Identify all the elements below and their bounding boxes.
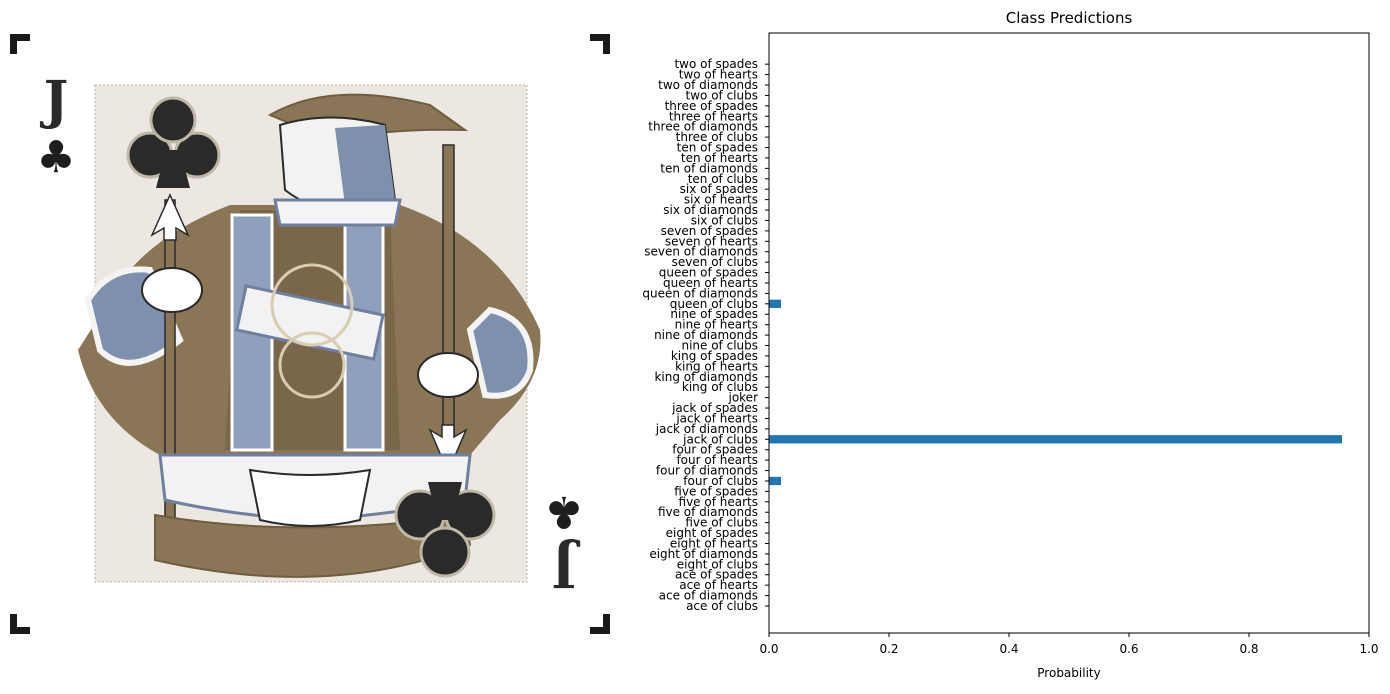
lower-figure-hat [154,513,472,578]
x-axis-label: Probability [1037,666,1100,680]
y-tick-label-nine-of-spades: nine of spades [670,307,758,321]
x-tick-label-0.2: 0.2 [879,642,898,656]
y-tick-label-nine-of-clubs: nine of clubs [681,339,758,353]
bar-queen-of-clubs [769,299,781,308]
x-tick-label-0.0: 0.0 [759,642,778,656]
y-tick-label-three-of-diamonds: three of diamonds [648,120,758,134]
y-tick-label-eight-of-diamonds: eight of diamonds [649,547,758,561]
chart-title: Class Predictions [1006,9,1133,27]
y-tick-label-nine-of-hearts: nine of hearts [675,318,758,332]
sleeve-right [466,306,534,399]
corner-mark-bottom-left [10,614,30,634]
plot-area-frame [768,32,1370,634]
y-tick-label-joker: joker [727,391,758,405]
x-tick-label-0.4: 0.4 [999,642,1018,656]
y-tick-label-queen-of-hearts: queen of hearts [663,276,758,290]
y-tick-label-nine-of-diamonds: nine of diamonds [654,328,758,342]
y-tick-label-six-of-hearts: six of hearts [684,193,758,207]
jack-of-clubs-card: J ♣ J ♣ [10,34,610,634]
y-tick-label-queen-of-clubs: queen of clubs [670,297,758,311]
y-tick-label-seven-of-clubs: seven of clubs [672,255,758,269]
x-tick-label-0.6: 0.6 [1119,642,1138,656]
y-tick-label-ace-of-spades: ace of spades [675,568,758,582]
y-tick-label-ten-of-spades: ten of spades [677,141,758,155]
y-tick-label-eight-of-hearts: eight of hearts [670,536,758,550]
x-tick-label-0.8: 0.8 [1239,642,1258,656]
y-tick-label-queen-of-diamonds: queen of diamonds [642,286,758,300]
y-tick-label-eight-of-spades: eight of spades [666,526,758,540]
hand-left [141,267,203,313]
x-axis: 0.0 0.2 0.4 0.6 0.8 1.0 [759,633,1379,656]
y-tick-label-jack-of-spades: jack of spades [671,401,758,415]
jack-collar [273,198,402,227]
y-tick-label-king-of-hearts: king of hearts [675,359,758,373]
y-tick-label-five-of-clubs: five of clubs [685,516,758,530]
rank-index-top: J [40,70,69,131]
y-tick-label-jack-of-clubs: jack of clubs [682,432,758,446]
y-tick-label-seven-of-hearts: seven of hearts [665,234,758,248]
bar-jack-of-clubs [769,435,1342,444]
y-tick-label-two-of-clubs: two of clubs [686,88,758,102]
y-tick-label-five-of-spades: five of spades [674,484,758,498]
y-tick-label-two-of-spades: two of spades [674,57,758,71]
y-tick-label-ten-of-diamonds: ten of diamonds [660,161,758,175]
y-tick-label-queen-of-spades: queen of spades [659,266,758,280]
bar-four-of-clubs [769,476,781,486]
y-tick-label-two-of-diamonds: two of diamonds [658,78,758,92]
corner-mark-top-left [10,34,30,54]
y-tick-label-ace-of-hearts: ace of hearts [679,578,758,592]
y-tick-label-seven-of-spades: seven of spades [661,224,758,238]
y-tick-label-five-of-diamonds: five of diamonds [658,505,758,519]
y-tick-label-three-of-hearts: three of hearts [669,109,758,123]
y-tick-label-jack-of-diamonds: jack of diamonds [655,422,758,436]
corner-mark-top-right [590,34,610,54]
y-tick-label-seven-of-diamonds: seven of diamonds [644,245,758,259]
y-tick-label-ten-of-hearts: ten of hearts [681,151,758,165]
card-image-panel: J ♣ J ♣ [0,0,620,690]
jack-hair [335,125,395,205]
y-tick-label-four-of-clubs: four of clubs [683,474,758,488]
suit-index-top: ♣ [36,132,75,183]
y-tick-label-king-of-spades: king of spades [671,349,758,363]
y-tick-label-ace-of-diamonds: ace of diamonds [659,589,758,603]
y-tick-label-six-of-diamonds: six of diamonds [663,203,758,217]
y-tick-label-six-of-clubs: six of clubs [691,213,758,227]
hand-right [417,352,479,398]
bars-layer [769,299,1342,486]
y-tick-label-three-of-spades: three of spades [665,99,758,113]
y-tick-label-four-of-spades: four of spades [672,443,758,457]
y-tick-label-four-of-hearts: four of hearts [676,453,758,467]
x-tick-label-1.0: 1.0 [1359,642,1378,656]
y-tick-label-six-of-spades: six of spades [680,182,758,196]
y-tick-label-king-of-diamonds: king of diamonds [654,370,758,384]
y-tick-label-jack-of-hearts: jack of hearts [675,411,758,425]
y-tick-label-king-of-clubs: king of clubs [682,380,758,394]
y-tick-label-two-of-hearts: two of hearts [679,68,758,82]
y-tick-label-eight-of-clubs: eight of clubs [677,557,758,571]
y-tick-label-three-of-clubs: three of clubs [676,130,758,144]
suit-index-bottom: ♣ [544,486,583,537]
y-tick-label-five-of-hearts: five of hearts [679,495,758,509]
tunic-medallion-lower [278,331,346,399]
lower-figure-face [248,468,372,527]
staff-left-spearhead [150,193,190,241]
rank-index-bottom: J [552,537,581,598]
club-symbol-lower [394,482,496,578]
club-symbol-upper [126,96,221,188]
y-tick-label-four-of-diamonds: four of diamonds [656,464,758,478]
corner-mark-bottom-right [590,614,610,634]
tunic-medallion [270,263,354,347]
y-tick-label-ten-of-clubs: ten of clubs [688,172,758,186]
y-tick-label-ace-of-clubs: ace of clubs [686,599,758,613]
